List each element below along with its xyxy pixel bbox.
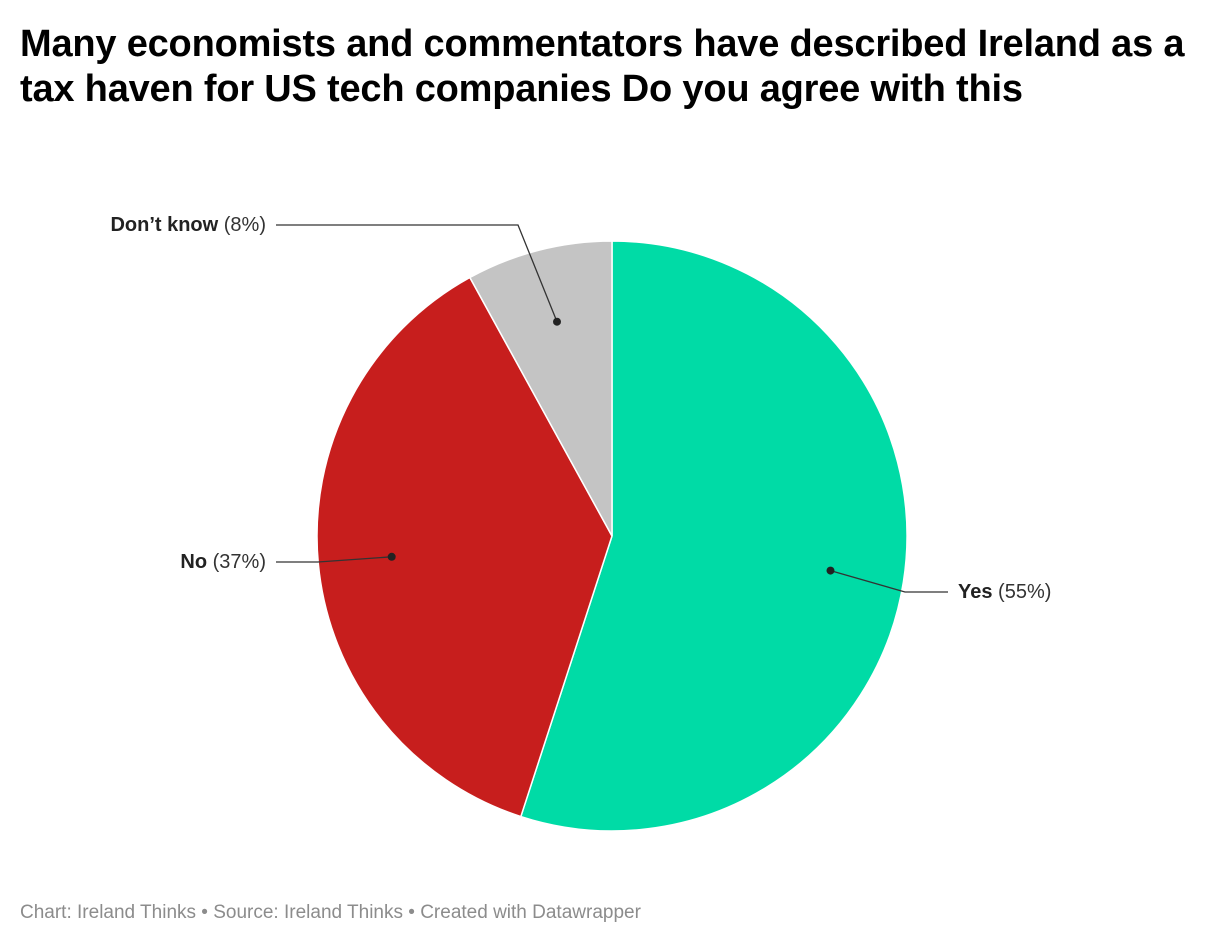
slice-label-dont-know: Don’t know (8%) (110, 214, 266, 236)
footer-chart-credit: Chart: Ireland Thinks (20, 902, 197, 923)
pie-slices (316, 240, 908, 832)
slice-label-value: (37%) (207, 551, 266, 573)
slice-label-name: No (180, 551, 207, 573)
chart-footer: Chart: Ireland Thinks • Source: Ireland … (20, 902, 641, 924)
slice-label-yes: Yes (55%) (958, 581, 1051, 603)
leader-line-no (276, 556, 392, 563)
chart-title: Many economists and commentators have de… (20, 23, 1185, 110)
slice-label-no: No (37%) (180, 551, 266, 573)
pie-slice-dont-know (468, 240, 613, 537)
slice-label-value: (8%) (218, 214, 266, 236)
pie-slice-no (316, 276, 613, 818)
slice-label-value: (55%) (992, 581, 1051, 603)
leader-line-yes (830, 569, 948, 593)
footer-separator: • (196, 902, 214, 923)
pie-label-leaders (276, 224, 948, 593)
footer-created-with: Created with Datawrapper (420, 902, 641, 923)
footer-separator: • (402, 902, 421, 923)
leader-line-dont-know (276, 224, 558, 322)
pie-slice-yes (519, 240, 908, 832)
slice-label-name: Don’t know (110, 214, 218, 236)
slice-label-name: Yes (958, 581, 992, 603)
leader-dot-dont-know (553, 317, 561, 326)
pie-labels: Yes (55%) No (37%) Don’t know (8%) (110, 214, 1051, 603)
footer-source: Source: Ireland Thinks (213, 902, 403, 923)
leader-dot-no (387, 552, 396, 561)
leader-dot-yes (826, 566, 835, 575)
